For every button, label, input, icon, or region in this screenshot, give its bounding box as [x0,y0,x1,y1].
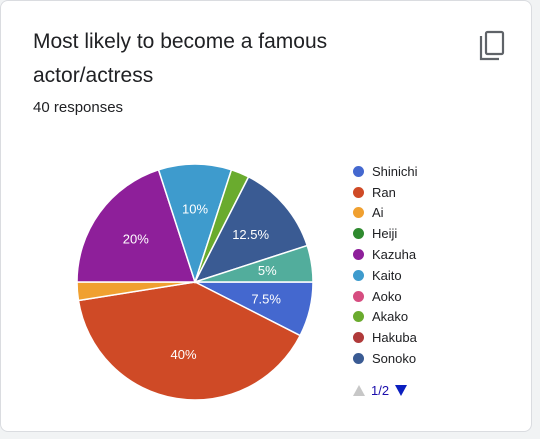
legend-swatch [353,269,364,281]
chart-legend: Shinichi Ran Ai Heiji Kazuha Kaito Aoko Akako Ha… [353,161,418,369]
legend-label: Akako [372,309,409,325]
question-card: Most likely to become a famous actor/act… [0,0,532,432]
slice-data-label: 7.5% [251,292,281,307]
pager-prev-icon[interactable] [353,385,365,396]
legend-swatch [353,207,364,219]
legend-label: Ran [372,184,396,200]
pie-slice-sonoko[interactable] [193,175,309,284]
legend-swatch [353,228,364,240]
legend-item-sonoko[interactable]: Sonoko [353,348,418,369]
legend-swatch [353,249,364,261]
copy-icon [479,30,505,61]
response-count: 40 responses [33,99,124,116]
legend-label: Aoko [372,288,402,304]
pie-slice-kaito[interactable] [157,163,233,285]
legend-item-akako[interactable]: Akako [353,307,418,328]
legend-item-kazuha[interactable]: Kazuha [353,244,418,265]
legend-label: Hakuba [372,330,417,346]
pager-page: 1/2 [371,383,390,398]
pie-slice-unlabeled-10[interactable] [194,244,314,283]
pie-slice-ran[interactable] [77,281,302,401]
legend-swatch [353,353,364,365]
legend-label: Heiji [372,226,398,242]
legend-label: Sonoko [372,351,417,367]
legend-item-hakuba[interactable]: Hakuba [353,327,418,348]
legend-item-ai[interactable]: Ai [353,203,418,224]
legend-swatch [353,165,364,177]
legend-label: Kazuha [372,247,417,263]
legend-swatch [353,290,364,302]
slice-data-label: 5% [258,263,277,278]
legend-label: Kaito [372,267,402,283]
legend-item-heiji[interactable]: Heiji [353,223,418,244]
slice-data-label: 12.5% [232,227,269,242]
legend-swatch [353,311,364,323]
slice-data-label: 40% [171,347,197,362]
question-title: Most likely to become a famous actor/act… [33,30,328,87]
copy-chart-button[interactable] [477,29,507,63]
slice-data-label: 10% [182,201,208,216]
legend-item-shinichi[interactable]: Shinichi [353,161,418,182]
pie-slice-kazuha[interactable] [76,168,197,283]
slice-data-label: 20% [123,231,149,246]
legend-pager: 1/2 [353,383,408,398]
legend-label: Shinichi [372,163,418,179]
legend-label: Ai [372,205,384,221]
legend-item-ran[interactable]: Ran [353,182,418,203]
legend-swatch [353,186,364,198]
legend-item-aoko[interactable]: Aoko [353,286,418,307]
pager-next-icon[interactable] [395,385,408,396]
legend-item-kaito[interactable]: Kaito [353,265,418,286]
legend-swatch [353,332,364,344]
pie-chart: 7.5% 40% 20% 10% 12.5% 5% [76,163,314,401]
